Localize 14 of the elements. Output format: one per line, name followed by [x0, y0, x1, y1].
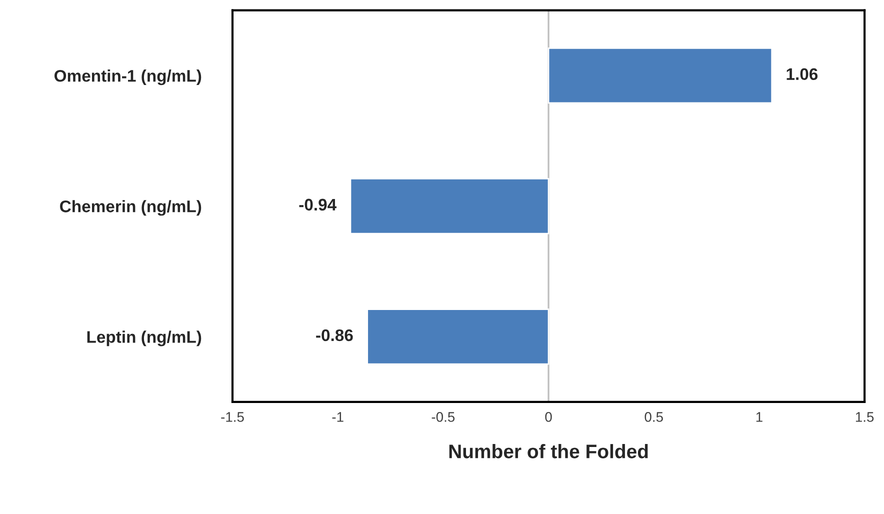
- x-tick-label: -1: [332, 412, 344, 422]
- x-tick-label: 0: [545, 412, 552, 422]
- x-tick-label: -0.5: [432, 412, 455, 422]
- y-tick-label: Chemerin (ng/mL): [60, 200, 202, 216]
- x-axis-title: Number of the Folded: [449, 444, 648, 458]
- x-tick-label: -1.5: [221, 412, 244, 422]
- data-label: -0.86: [316, 329, 353, 342]
- y-tick-label: Omentin-1 (ng/mL): [54, 70, 202, 86]
- x-tick-label: 1.5: [856, 412, 874, 422]
- data-label: 1.06: [786, 68, 818, 80]
- x-tick-label: 1: [756, 412, 762, 422]
- y-tick-label: Leptin (ng/mL): [87, 330, 202, 346]
- x-tick-label: 0.5: [644, 412, 663, 422]
- data-label: -0.94: [299, 198, 336, 211]
